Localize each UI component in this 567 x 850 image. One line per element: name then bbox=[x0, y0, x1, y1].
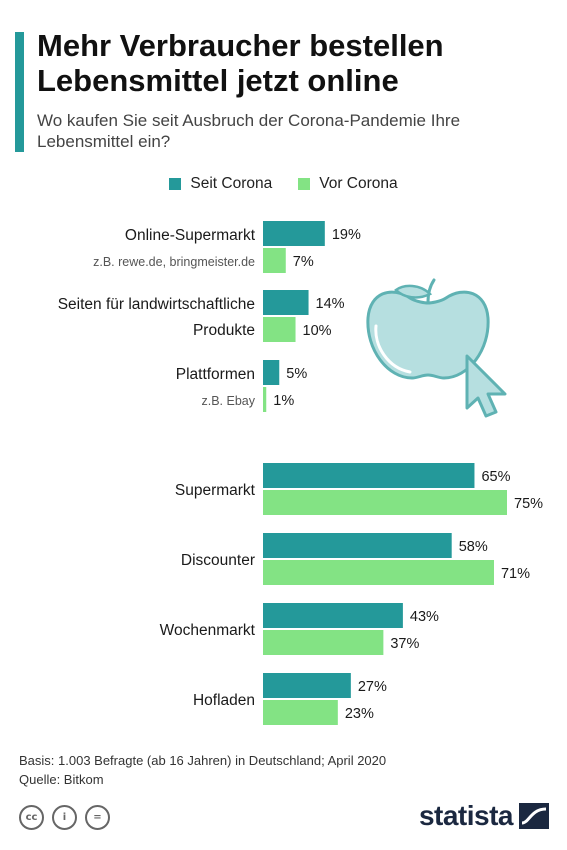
bar-vor bbox=[263, 700, 338, 725]
category-sublabel: z.B. Ebay bbox=[202, 394, 256, 408]
value-label-seit: 27% bbox=[358, 679, 387, 695]
value-label-vor: 75% bbox=[514, 496, 543, 512]
legend-label-vor: Vor Corona bbox=[319, 175, 398, 192]
attribution-icon[interactable]: i bbox=[52, 805, 77, 830]
footer-basis: Basis: 1.003 Befragte (ab 16 Jahren) in … bbox=[19, 753, 387, 768]
no-derivatives-icon[interactable]: = bbox=[85, 805, 110, 830]
value-label-vor: 10% bbox=[303, 323, 332, 339]
title-accent-bar bbox=[15, 32, 24, 152]
value-label-vor: 1% bbox=[273, 393, 294, 409]
chart-title: Mehr Verbraucher bestellen Lebensmittel … bbox=[37, 28, 444, 98]
apple-icon bbox=[366, 278, 490, 380]
bar-seit bbox=[263, 603, 403, 628]
bar-vor bbox=[263, 248, 286, 273]
legend-item-vor: Vor Corona bbox=[298, 175, 398, 193]
category-label: Seiten für landwirtschaftliche bbox=[58, 296, 255, 313]
legend-swatch-vor bbox=[298, 178, 311, 190]
brand-name: statista bbox=[418, 800, 514, 831]
bar-vor bbox=[263, 630, 384, 655]
value-label-vor: 71% bbox=[501, 566, 530, 582]
bar-seit bbox=[263, 360, 280, 385]
legend-item-seit: Seit Corona bbox=[169, 175, 272, 193]
value-label-seit: 65% bbox=[481, 469, 510, 485]
bar-seit bbox=[263, 673, 351, 698]
statista-logo[interactable]: statista bbox=[419, 800, 549, 832]
value-label-vor: 7% bbox=[293, 254, 314, 270]
chart-subtitle: Wo kaufen Sie seit Ausbruch der Corona-P… bbox=[37, 111, 461, 151]
cc-icon[interactable]: cc bbox=[19, 805, 44, 830]
footer: Basis: 1.003 Befragte (ab 16 Jahren) in … bbox=[19, 751, 386, 789]
category-label: Wochenmarkt bbox=[160, 622, 256, 639]
category-label: Supermarkt bbox=[175, 482, 256, 499]
value-label-seit: 5% bbox=[286, 366, 307, 382]
value-label-vor: 37% bbox=[390, 636, 419, 652]
footer-source: Quelle: Bitkom bbox=[19, 772, 104, 787]
value-label-seit: 58% bbox=[459, 539, 488, 555]
category-label: Online-Supermarkt bbox=[125, 227, 256, 244]
bar-vor bbox=[263, 490, 507, 515]
bar-seit bbox=[263, 463, 475, 488]
value-label-seit: 14% bbox=[316, 296, 345, 312]
bar-seit bbox=[263, 533, 452, 558]
category-label: Hofladen bbox=[193, 692, 255, 709]
legend-label-seit: Seit Corona bbox=[190, 175, 273, 192]
bar-seit bbox=[263, 290, 309, 315]
bar-vor bbox=[263, 317, 296, 342]
bar-vor bbox=[263, 560, 494, 585]
category-label: Discounter bbox=[181, 552, 255, 569]
cursor-icon bbox=[465, 354, 507, 418]
bar-seit bbox=[263, 221, 325, 246]
value-label-seit: 43% bbox=[410, 609, 439, 625]
category-sublabel: z.B. rewe.de, bringmeister.de bbox=[93, 255, 255, 269]
category-label: Plattformen bbox=[176, 366, 255, 383]
statista-mark-icon bbox=[519, 803, 549, 829]
value-label-vor: 23% bbox=[345, 706, 374, 722]
legend: Seit Corona Vor Corona bbox=[0, 175, 567, 193]
value-label-seit: 19% bbox=[332, 227, 361, 243]
license-icons: cc i = bbox=[19, 805, 110, 830]
bar-vor bbox=[263, 387, 267, 412]
legend-swatch-seit bbox=[169, 178, 182, 190]
category-label: Produkte bbox=[193, 322, 255, 339]
